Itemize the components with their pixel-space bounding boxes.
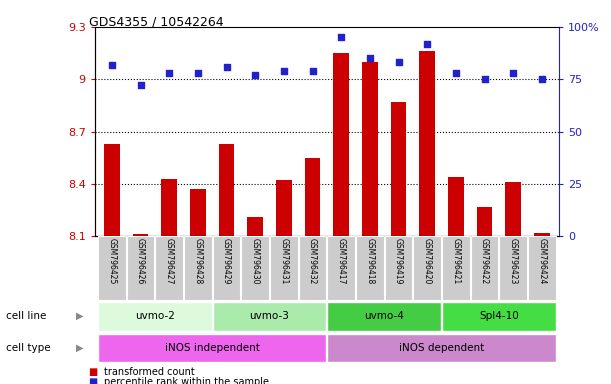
Bar <box>155 236 183 300</box>
Bar <box>104 144 120 236</box>
Point <box>251 72 260 78</box>
Point <box>393 60 403 66</box>
Text: iNOS dependent: iNOS dependent <box>399 343 484 353</box>
Bar <box>390 102 406 236</box>
Bar <box>98 302 211 331</box>
Text: uvmo-4: uvmo-4 <box>364 311 404 321</box>
Text: uvmo-3: uvmo-3 <box>250 311 290 321</box>
Text: GSM796422: GSM796422 <box>480 238 489 284</box>
Text: GSM796418: GSM796418 <box>365 238 375 284</box>
Text: GSM796428: GSM796428 <box>194 238 202 284</box>
Point <box>308 68 318 74</box>
Text: uvmo-2: uvmo-2 <box>135 311 175 321</box>
Text: GSM796419: GSM796419 <box>394 238 403 285</box>
Bar <box>133 234 148 236</box>
Bar <box>362 62 378 236</box>
Bar <box>247 217 263 236</box>
Text: percentile rank within the sample: percentile rank within the sample <box>104 377 269 384</box>
Bar <box>385 236 412 300</box>
Text: GSM796425: GSM796425 <box>108 238 117 285</box>
Bar <box>127 236 155 300</box>
Bar <box>270 236 298 300</box>
Bar <box>499 236 527 300</box>
Point <box>336 34 346 40</box>
Text: GSM796431: GSM796431 <box>279 238 288 285</box>
Text: Spl4-10: Spl4-10 <box>479 311 519 321</box>
Bar <box>414 236 441 300</box>
Bar <box>305 158 320 236</box>
Bar <box>334 53 349 236</box>
Text: ▶: ▶ <box>76 343 83 353</box>
Point <box>164 70 174 76</box>
Text: GSM796429: GSM796429 <box>222 238 231 285</box>
Bar <box>213 236 240 300</box>
Text: ▶: ▶ <box>76 311 83 321</box>
Text: transformed count: transformed count <box>104 367 195 377</box>
Point <box>480 76 489 82</box>
Bar <box>528 236 555 300</box>
Text: cell line: cell line <box>6 311 46 321</box>
Text: GDS4355 / 10542264: GDS4355 / 10542264 <box>89 15 223 28</box>
Text: GSM796432: GSM796432 <box>308 238 317 285</box>
Text: GSM796417: GSM796417 <box>337 238 346 285</box>
Bar <box>442 302 555 331</box>
Bar <box>442 236 470 300</box>
Bar <box>448 177 464 236</box>
Text: GSM796424: GSM796424 <box>537 238 546 285</box>
Bar <box>276 180 292 236</box>
Text: ■: ■ <box>89 367 98 377</box>
Point <box>422 41 432 47</box>
Text: GSM796423: GSM796423 <box>509 238 518 285</box>
Bar <box>98 236 126 300</box>
Bar <box>213 302 326 331</box>
Text: cell type: cell type <box>6 343 51 353</box>
Text: iNOS independent: iNOS independent <box>165 343 260 353</box>
Bar <box>534 233 550 236</box>
Point <box>279 68 289 74</box>
Text: GSM796420: GSM796420 <box>423 238 432 285</box>
Point <box>365 55 375 61</box>
Point <box>136 83 145 89</box>
Point <box>222 64 232 70</box>
Bar <box>505 182 521 236</box>
Text: GSM796430: GSM796430 <box>251 238 260 285</box>
Point <box>451 70 461 76</box>
Text: GSM796421: GSM796421 <box>452 238 460 284</box>
Bar <box>241 236 269 300</box>
Bar <box>184 236 211 300</box>
Point <box>508 70 518 76</box>
Text: GSM796426: GSM796426 <box>136 238 145 285</box>
Bar <box>356 236 384 300</box>
Bar <box>471 236 499 300</box>
Bar <box>327 334 555 362</box>
Point <box>107 61 117 68</box>
Bar <box>419 51 435 236</box>
Text: ■: ■ <box>89 377 98 384</box>
Bar <box>219 144 235 236</box>
Bar <box>98 334 326 362</box>
Bar <box>477 207 492 236</box>
Bar <box>327 236 355 300</box>
Point <box>537 76 547 82</box>
Bar <box>327 302 441 331</box>
Bar <box>299 236 326 300</box>
Point <box>193 70 203 76</box>
Text: GSM796427: GSM796427 <box>165 238 174 285</box>
Bar <box>161 179 177 236</box>
Bar <box>190 189 206 236</box>
